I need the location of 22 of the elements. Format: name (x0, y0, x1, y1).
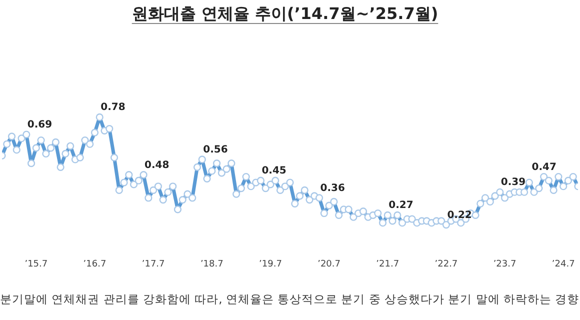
x-tick-label: ’22.7 (434, 259, 458, 270)
x-tick-label: ’15.7 (24, 259, 48, 270)
x-tick-label: ’16.7 (83, 259, 106, 270)
text: 분기말에 연체채권 관리를 강화함에 따라, 연체율은 통상적으로 분기 중 상승했다가 분기 말에 하락하는 경향 (0, 292, 580, 307)
x-tick-label: ’21.7 (376, 259, 400, 270)
chart-title: 원화대출 연체율 추이(’14.7월~’25.7월) (130, 4, 440, 25)
x-tick-label: ’23.7 (493, 259, 516, 270)
data-label: 0.45 (262, 166, 286, 177)
x-tick-label: ’20.7 (318, 259, 341, 270)
data-label: 0.78 (100, 102, 126, 114)
x-tick-label: ’17.7 (142, 259, 165, 270)
x-tick-label: ’24.7 (552, 259, 575, 270)
data-label: 0.48 (144, 160, 170, 171)
x-tick-label: ’19.7 (259, 259, 282, 270)
data-label: 0.39 (500, 177, 526, 188)
data-label: 0.36 (320, 182, 346, 194)
data-label: 0.69 (27, 120, 52, 131)
data-label: 0.22 (447, 210, 472, 221)
data-label: 0.27 (388, 200, 414, 212)
data-label: 0.47 (532, 162, 556, 173)
x-tick-label: ’18.7 (200, 259, 224, 270)
data-label: 0.56 (203, 144, 228, 156)
